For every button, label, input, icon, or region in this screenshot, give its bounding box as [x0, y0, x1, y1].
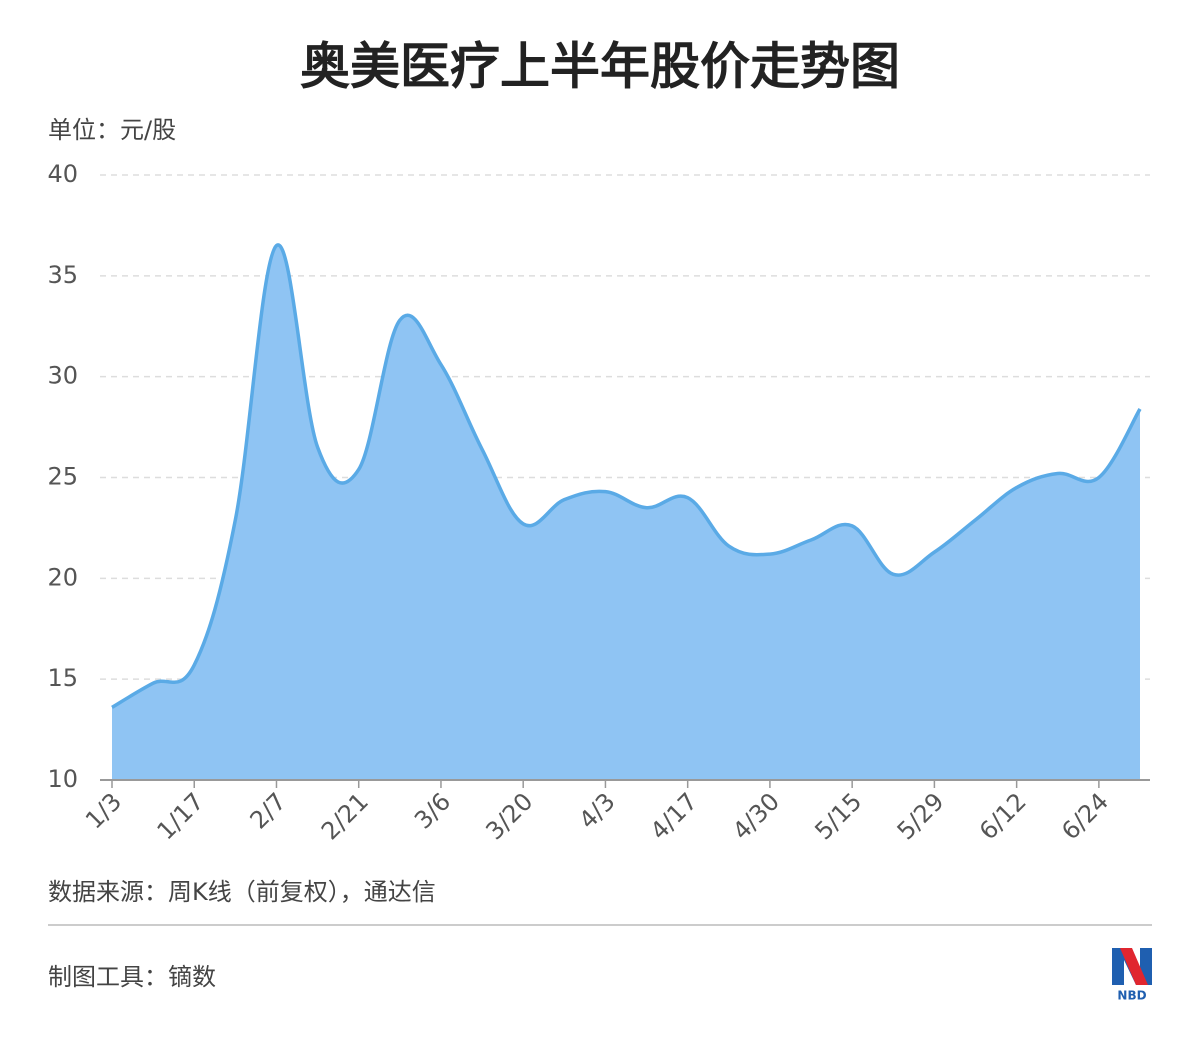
logo-icon-red [1120, 948, 1148, 985]
x-tick-label: 5/29 [892, 787, 950, 845]
x-tick-label: 4/30 [727, 787, 785, 845]
x-tick-label: 6/24 [1056, 787, 1114, 845]
x-tick-label: 1/3 [80, 787, 127, 834]
x-tick-label: 5/15 [809, 787, 867, 845]
x-tick-label: 3/20 [480, 787, 538, 845]
y-tick-label: 40 [47, 160, 78, 188]
tool-note: 制图工具：镝数 [48, 963, 216, 991]
area [112, 244, 1140, 781]
y-tick-label: 20 [47, 563, 78, 591]
x-tick-label: 4/3 [574, 787, 621, 834]
y-tick-label: 25 [47, 463, 78, 491]
logo-text: NBD [1117, 989, 1146, 1003]
x-tick-label: 6/12 [974, 787, 1032, 845]
y-tick-label: 30 [47, 362, 78, 390]
line [111, 243, 1142, 709]
x-tick-label: 2/7 [245, 787, 292, 834]
x-tick-label: 3/6 [409, 787, 456, 834]
unit-label: 单位：元/股 [48, 116, 176, 144]
chart-title: 奥美医疗上半年股价走势图 [300, 38, 900, 96]
x-tick-label: 2/21 [316, 787, 374, 845]
y-tick-label: 15 [47, 664, 78, 692]
x-tick-label: 4/17 [645, 787, 703, 845]
x-tick-label: 1/17 [152, 787, 210, 845]
y-tick-label: 35 [47, 261, 78, 289]
y-tick-label: 10 [47, 765, 78, 793]
source-note: 数据来源：周K线（前复权），通达信 [48, 878, 436, 906]
